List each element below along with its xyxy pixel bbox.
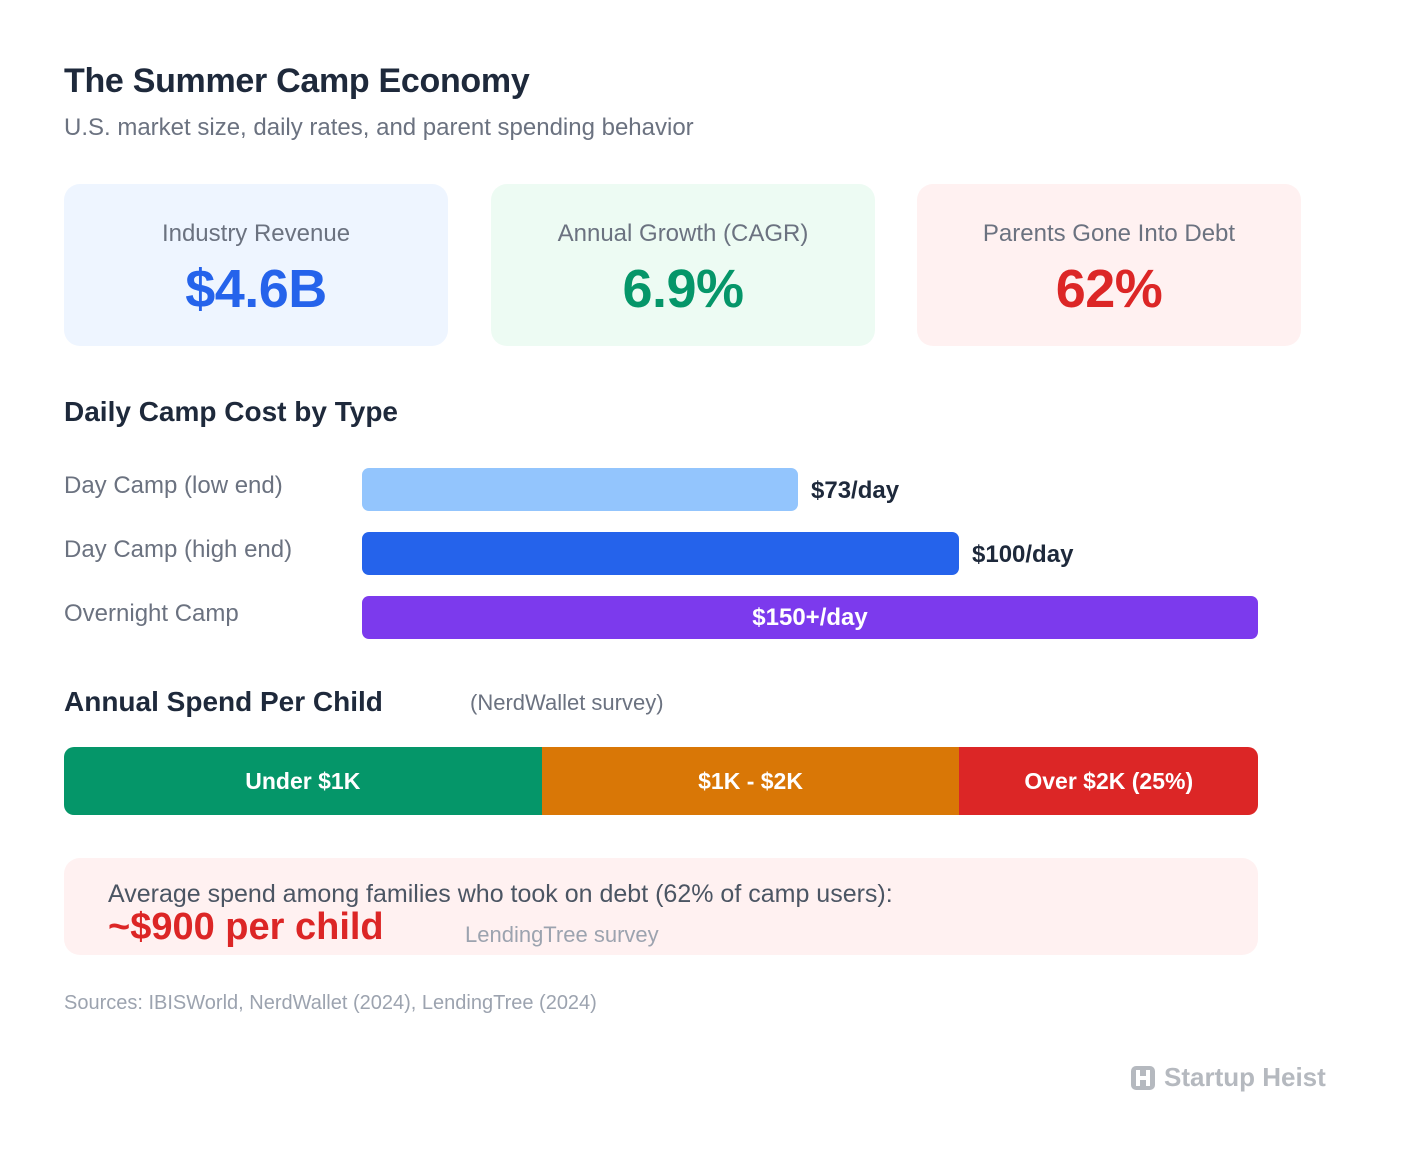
bar-label-overnight: Overnight Camp [64, 600, 239, 627]
daily-cost-title: Daily Camp Cost by Type [64, 396, 399, 427]
revenue-card: Industry Revenue $4.6B [64, 184, 448, 346]
debt-callout: Average spend among families who took on… [64, 858, 1258, 955]
callout-amount: ~$900 per child [108, 906, 384, 948]
cagr-card: Annual Growth (CAGR) 6.9% [491, 184, 875, 346]
segment-1k-2k: $1K - $2K [541, 747, 960, 815]
debt-card: Parents Gone Into Debt 62% [917, 184, 1301, 346]
callout-source: LendingTree survey [465, 922, 659, 947]
sources-note: Sources: IBISWorld, NerdWallet (2024), L… [64, 992, 597, 1014]
bar-value-day-high: $100/day [972, 541, 1074, 568]
page-subtitle: U.S. market size, daily rates, and paren… [64, 114, 694, 141]
bar-day-high [362, 532, 959, 575]
brand-logo: Startup Heist [1130, 1062, 1326, 1093]
bar-overnight: $150+/day [362, 596, 1258, 639]
bar-value-day-low: $73/day [811, 477, 900, 504]
bar-label-day-high: Day Camp (high end) [64, 536, 293, 563]
segment-over-2k: Over $2K (25%) [959, 747, 1258, 815]
brand-name: Startup Heist [1164, 1062, 1326, 1092]
survey-note: (NerdWallet survey) [470, 690, 664, 715]
annual-spend-title: Annual Spend Per Child [64, 686, 383, 717]
debt-value: 62% [1055, 259, 1163, 319]
startup-heist-logo-icon [1131, 1065, 1155, 1090]
page-title: The Summer Camp Economy [64, 62, 530, 100]
callout-text: Average spend among families who took on… [108, 880, 893, 908]
bar-value-overnight: $150+/day [752, 603, 868, 631]
debt-label: Parents Gone Into Debt [982, 220, 1236, 247]
cagr-value: 6.9% [622, 259, 744, 319]
segment-under-1k: Under $1K [64, 747, 542, 815]
bar-day-low [362, 468, 798, 511]
bar-label-day-low: Day Camp (low end) [64, 472, 283, 499]
cagr-label: Annual Growth (CAGR) [557, 220, 809, 247]
revenue-value: $4.6B [185, 259, 327, 319]
revenue-label: Industry Revenue [161, 220, 351, 247]
annual-spend-stacked-bar: Under $1K $1K - $2K Over $2K (25%) [64, 747, 1258, 815]
